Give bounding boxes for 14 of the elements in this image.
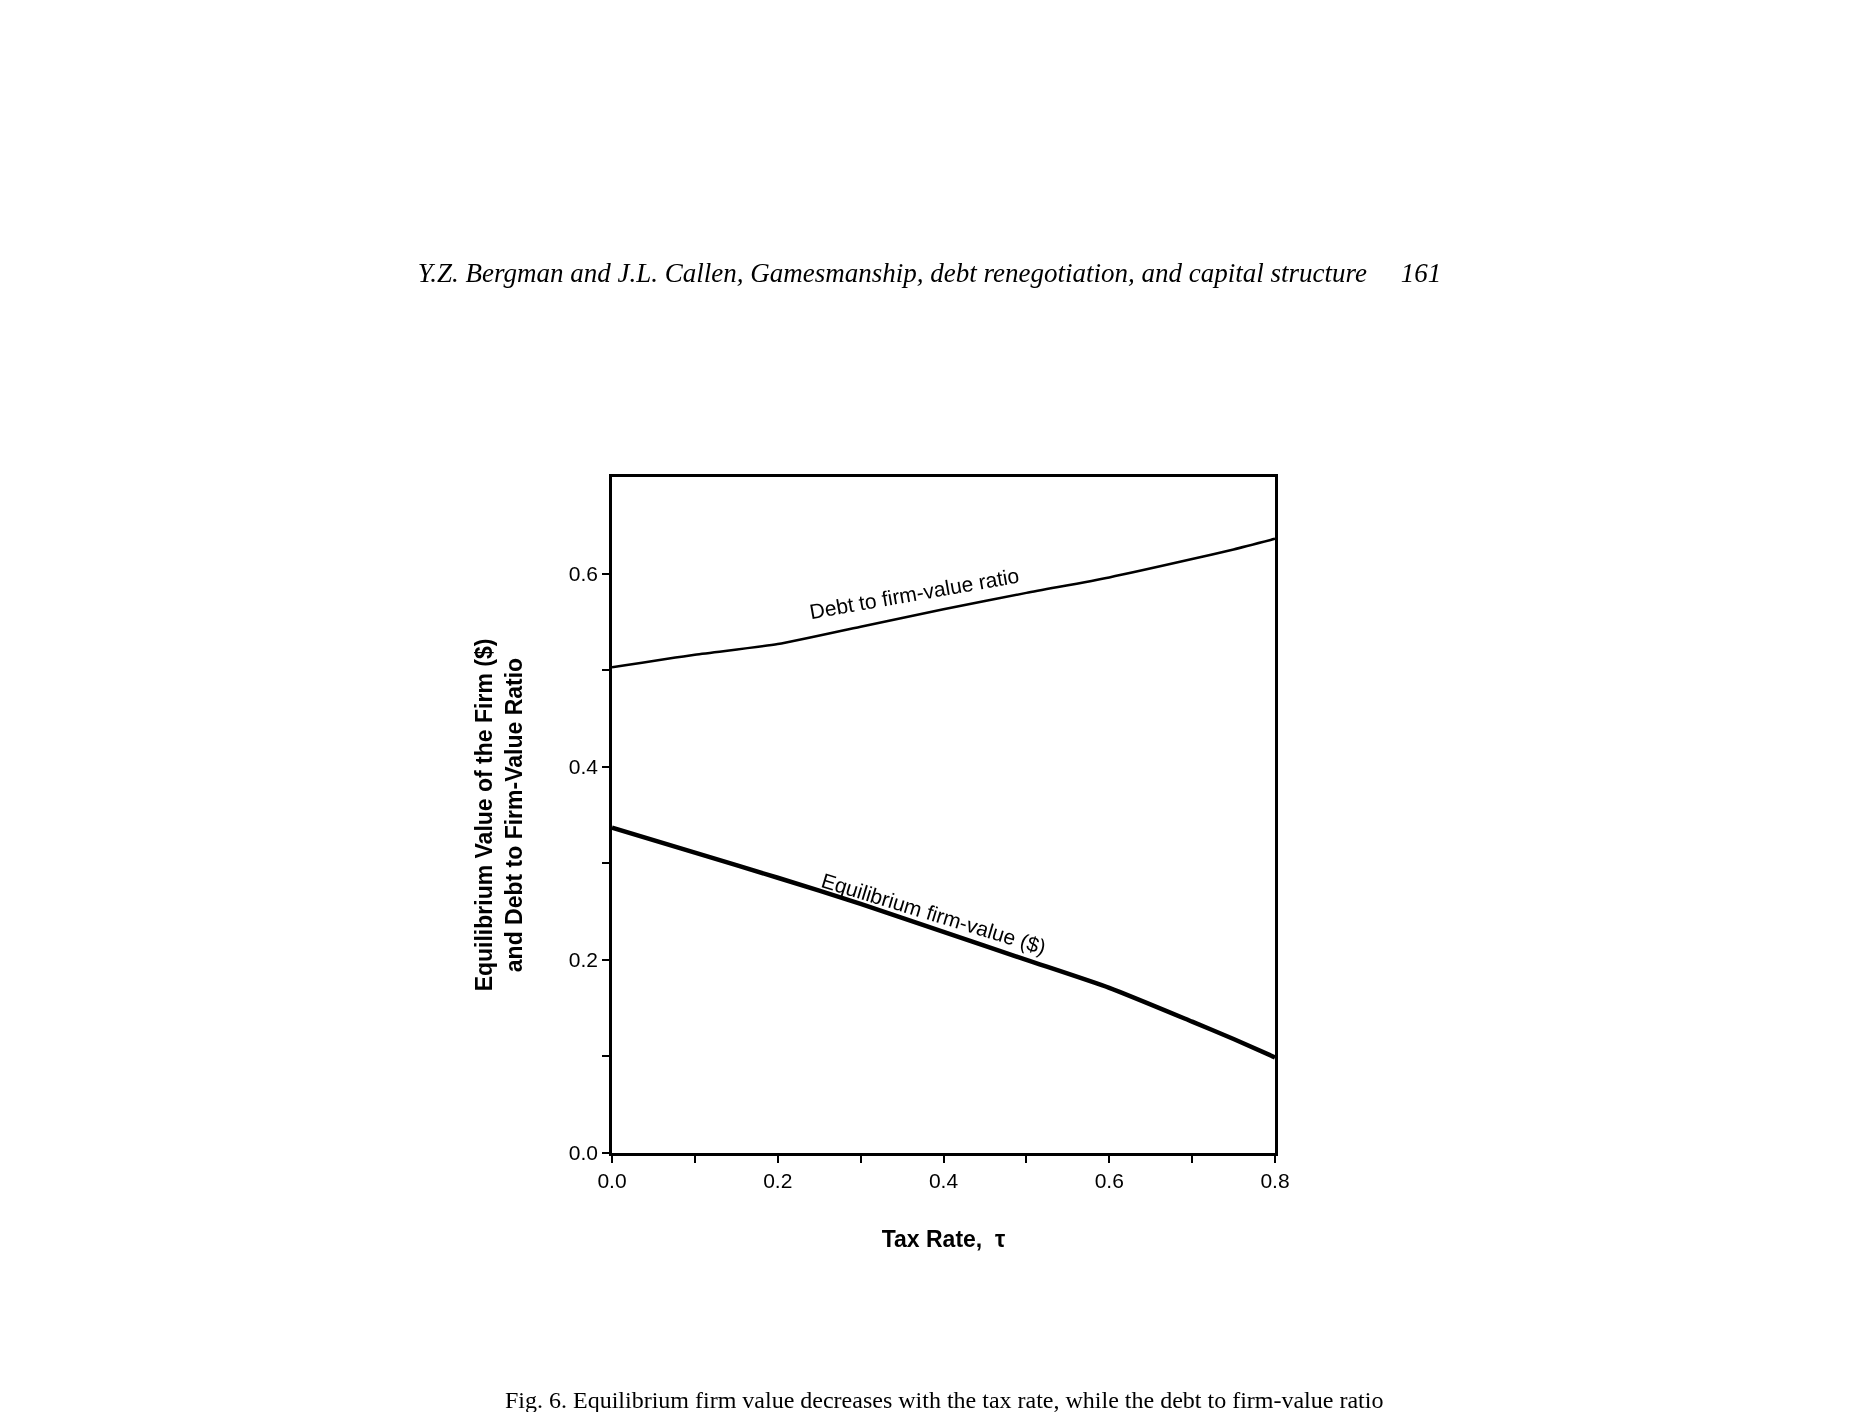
x-axis-title: Tax Rate, τ [881, 1225, 1006, 1252]
y-tick-label: 0.6 [568, 561, 599, 585]
x-tick-label: 0.8 [1260, 1168, 1290, 1192]
chart-title: Y.Z. Bergman and J.L. Callen, Gamesmanship, debt renegotiation, and capital structure 161 [417, 258, 1442, 289]
line-series [612, 825, 1275, 1060]
y-tick-label: 0.0 [568, 1141, 599, 1165]
y-tick-label: 0.4 [568, 755, 599, 779]
y-tick-label: 0.2 [568, 948, 599, 972]
x-tick-label: 0.4 [928, 1168, 959, 1192]
x-tick-label: 0.0 [597, 1168, 627, 1192]
y-axis-title: Equilibrium Value of the Firm ($) and Debt to Firm-Value Ratio [471, 638, 528, 992]
text: Debt to firm-value ratio [807, 563, 1021, 624]
x-tick-label: 0.2 [763, 1168, 793, 1192]
x-tick-label: 0.6 [1094, 1168, 1124, 1192]
